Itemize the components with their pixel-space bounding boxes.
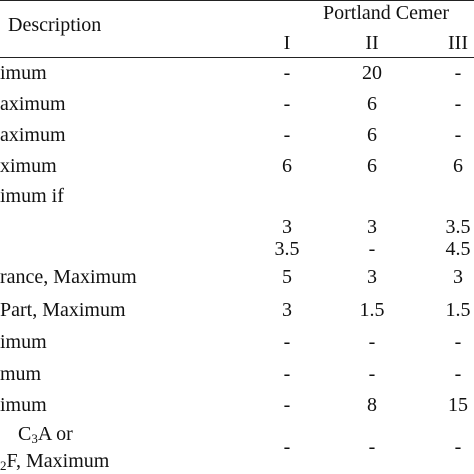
description-header: Description	[8, 14, 102, 36]
row-value-type-i: 3	[282, 216, 292, 238]
row-label: ximum	[0, 155, 57, 177]
row-label: mum	[0, 363, 42, 385]
row-value-type-i: -	[283, 394, 291, 416]
row-value-type-iii: -	[454, 331, 462, 353]
row-value-type-iii: -	[454, 62, 462, 84]
row-value-type-ii: -	[368, 331, 376, 353]
row-value-type-ii: 6	[367, 124, 377, 146]
row-value-type-i: -	[283, 62, 291, 84]
row-value-type-iii: 3	[453, 266, 463, 288]
row-label: imum	[0, 62, 47, 84]
row-label: imum	[0, 394, 47, 416]
row-label: aximum	[0, 93, 66, 115]
row-value-type-iii: 1.5	[445, 299, 471, 321]
row-label: 2F, Maximum	[0, 450, 109, 472]
row-label-subscript: 2	[0, 458, 7, 473]
row-value-type-ii: 3	[367, 216, 377, 238]
row-value-type-ii: 6	[367, 93, 377, 115]
row-value-type-i: -	[283, 331, 291, 353]
row-value-type-i: 6	[282, 155, 292, 177]
row-value-type-ii: 8	[367, 394, 377, 416]
row-value-type-iii: 15	[448, 394, 468, 416]
row-label: imum if	[0, 185, 64, 207]
row-label-subscript: 3	[31, 431, 38, 446]
row-value-type-i: -	[283, 124, 291, 146]
header-top-rule	[0, 0, 474, 1]
row-label: C3A or	[18, 423, 73, 445]
row-value-type-ii: -	[368, 363, 376, 385]
row-value-type-i: 3	[282, 299, 292, 321]
row-value-type-i: -	[283, 436, 291, 458]
row-value-type-ii: -	[368, 436, 376, 458]
portland-cement-header: Portland Cemer	[323, 2, 450, 24]
row-value-type-i: -	[283, 93, 291, 115]
row-value-type-ii: 6	[367, 155, 377, 177]
row-label: aximum	[0, 124, 66, 146]
row-label-prefix: C	[18, 423, 32, 445]
row-value-type-iii: -	[454, 436, 462, 458]
row-value-type-iii: -	[454, 93, 462, 115]
row-value-type-iii: 3.5	[445, 216, 471, 238]
row-value-type-iii: -	[454, 363, 462, 385]
row-label: imum	[0, 331, 47, 353]
type-iii-header: III	[448, 32, 468, 54]
type-ii-header: II	[365, 32, 379, 54]
row-value-type-iii: 6	[453, 155, 463, 177]
row-label-suffix: A or	[37, 423, 73, 445]
row-label: Part, Maximum	[0, 299, 126, 321]
row-value-type-ii: -	[368, 238, 376, 260]
row-value-type-ii: 3	[367, 266, 377, 288]
type-i-header: I	[283, 32, 291, 54]
row-value-type-iii: -	[454, 124, 462, 146]
row-label: rance, Maximum	[0, 266, 137, 288]
row-value-type-ii: 1.5	[359, 299, 385, 321]
row-value-type-i: 3.5	[274, 238, 300, 260]
row-value-type-i: 5	[282, 266, 292, 288]
row-value-type-iii: 4.5	[445, 238, 471, 260]
row-value-type-i: -	[283, 363, 291, 385]
row-value-type-ii: 20	[362, 62, 382, 84]
row-label-suffix: F, Maximum	[6, 450, 110, 472]
header-bottom-rule	[0, 57, 474, 58]
